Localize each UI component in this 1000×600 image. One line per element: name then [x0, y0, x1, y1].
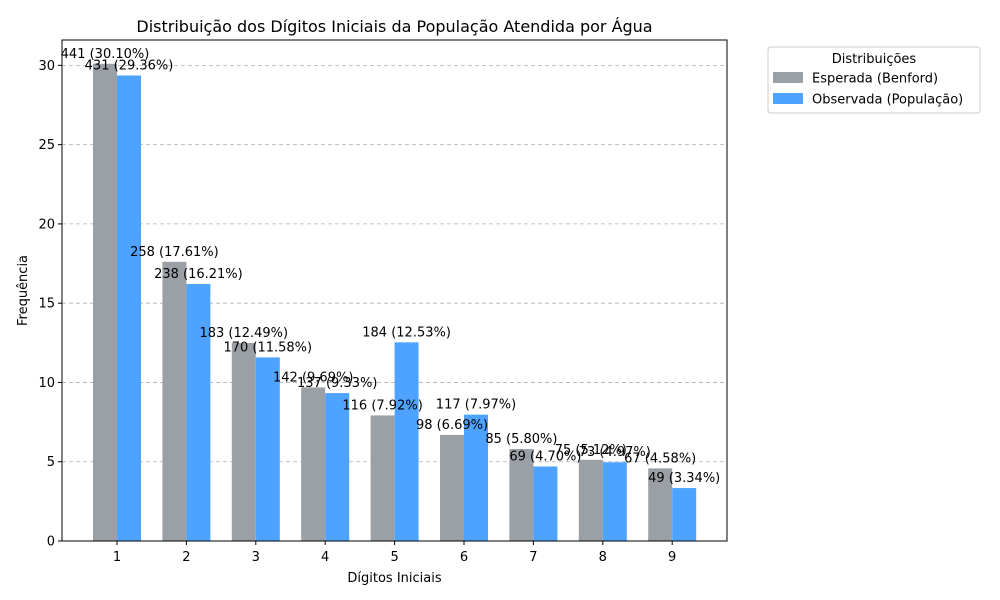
x-axis-label: Dígitos Iniciais: [347, 571, 441, 586]
y-tick-label: 10: [38, 376, 55, 391]
legend-label-esperada: Esperada (Benford): [812, 72, 938, 87]
chart-title: Distribuição dos Dígitos Iniciais da Pop…: [136, 17, 652, 36]
bar-esperada: [509, 449, 534, 541]
bar-label-observada: 73 (4.97%): [579, 445, 651, 460]
bar-label-observada: 431 (29.36%): [85, 59, 174, 74]
bar-label-esperada: 98 (6.69%): [416, 418, 488, 433]
bar-label-observada: 170 (11.58%): [223, 340, 312, 355]
x-tick-label: 3: [252, 550, 260, 565]
x-tick-label: 6: [460, 550, 468, 565]
bar-label-esperada: 85 (5.80%): [485, 432, 557, 447]
x-tick-label: 4: [321, 550, 329, 565]
bar-observada: [186, 283, 211, 541]
bar-label-observada: 238 (16.21%): [154, 267, 243, 282]
y-tick-label: 5: [47, 455, 55, 470]
bar-label-esperada: 142 (9.69%): [273, 370, 353, 385]
legend-label-observada: Observada (População): [812, 93, 963, 108]
bar-observada: [394, 342, 419, 541]
bar-esperada: [301, 387, 326, 541]
bar-observada: [602, 462, 627, 541]
legend: Distribuições Esperada (Benford) Observa…: [767, 46, 981, 114]
bar-esperada: [440, 434, 464, 541]
bar-labels-layer: 441 (30.10%) 258 (17.61%) 183 (12.49%) 142 …: [61, 47, 721, 486]
bar-label-observada: 49 (3.34%): [648, 471, 720, 486]
y-tick-label: 25: [38, 138, 55, 153]
bar-esperada: [578, 459, 603, 541]
bar-label-esperada: 183 (12.49%): [199, 326, 288, 341]
y-tick-label: 20: [38, 217, 55, 232]
bar-observada: [464, 414, 488, 541]
x-tick-label: 7: [529, 550, 537, 565]
y-tick-label: 15: [38, 297, 55, 312]
x-tick-label: 9: [668, 550, 676, 565]
x-axis: 1 2 3 4 5 6 7 8 9: [113, 541, 676, 565]
bar-esperada: [162, 261, 187, 541]
y-tick-label: 0: [47, 535, 55, 550]
bar-observada: [533, 466, 558, 541]
y-axis-label: Frequência: [16, 255, 31, 326]
legend-swatch-observada: [773, 93, 803, 104]
bar-esperada: [231, 342, 256, 541]
legend-title: Distribuições: [832, 52, 917, 67]
x-tick-label: 8: [599, 550, 607, 565]
bar-label-esperada: 116 (7.92%): [342, 398, 422, 413]
bar-observada: [672, 488, 697, 541]
legend-swatch-esperada: [773, 72, 803, 83]
bar-label-esperada: 67 (4.58%): [624, 451, 696, 466]
bar-label-observada: 137 (9.33%): [297, 376, 377, 391]
bar-esperada: [370, 415, 395, 541]
bar-label-esperada: 441 (30.10%): [61, 47, 150, 62]
bar-observada: [117, 75, 141, 542]
bar-label-observada: 184 (12.53%): [362, 325, 451, 340]
bar-observada: [255, 357, 280, 541]
bar-esperada: [648, 468, 673, 541]
x-tick-label: 1: [113, 550, 121, 565]
x-tick-label: 5: [390, 550, 398, 565]
bar-esperada: [93, 63, 117, 541]
legend-box: [767, 46, 981, 114]
bar-observada: [325, 393, 350, 541]
bars-layer: [93, 63, 697, 542]
bar-label-esperada: 258 (17.61%): [130, 245, 219, 260]
x-tick-label: 2: [182, 550, 190, 565]
y-axis: 0 5 10 15 20 25 30: [38, 59, 62, 550]
bar-label-observada: 117 (7.97%): [436, 398, 516, 413]
y-tick-label: 30: [38, 59, 55, 74]
bar-label-esperada: 75 (5.12%): [555, 443, 627, 458]
bar-label-observada: 69 (4.70%): [509, 449, 581, 464]
